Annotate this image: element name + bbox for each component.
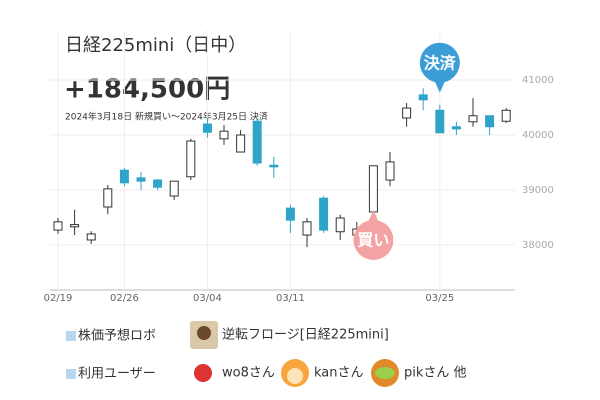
annotation-bubble [353, 219, 394, 260]
candle-body [153, 179, 163, 188]
x-tick-label: 02/19 [44, 293, 73, 304]
user-name[interactable]: kanさん [314, 366, 364, 381]
candle-body [319, 197, 329, 231]
candle-body [385, 161, 395, 181]
chart-title: 日経225mini（日中） [65, 35, 246, 56]
candle-body [285, 207, 295, 221]
y-tick-label: 41000 [522, 75, 554, 86]
candle-body [451, 126, 461, 130]
candle-body [485, 115, 495, 128]
user-avatar-face [287, 368, 303, 384]
users-label: 利用ユーザー [78, 367, 156, 382]
x-tick-label: 03/11 [276, 293, 305, 304]
x-tick-label: 03/04 [193, 293, 222, 304]
user-name[interactable]: pikさん 他 [404, 366, 467, 381]
candle-body [70, 224, 80, 228]
candle-body [269, 164, 279, 168]
candle-body [86, 233, 96, 241]
candle-body [435, 109, 445, 134]
x-tick-label: 02/26 [110, 293, 139, 304]
x-tick-label: 03/25 [425, 293, 454, 304]
candle-body [468, 115, 478, 123]
robot-avatar-face [197, 326, 211, 340]
candle-body [186, 140, 196, 178]
robot-label: 株価予想ロボ [78, 328, 156, 344]
y-tick-label: 38000 [522, 240, 554, 251]
user-avatar-face [375, 367, 395, 379]
candle-body [302, 221, 312, 236]
candle-body [219, 130, 229, 140]
candle-body [169, 180, 179, 197]
candle-body [335, 217, 345, 233]
annotation-text: 買い [357, 230, 389, 249]
annotation-text: 決済 [424, 53, 457, 72]
user-avatar [194, 364, 212, 382]
candle-body [136, 177, 146, 182]
bullet [66, 331, 76, 341]
robot-name[interactable]: 逆転フロージ[日経225mini] [222, 327, 389, 343]
y-tick-label: 40000 [522, 130, 554, 141]
bullet [66, 369, 76, 379]
candle-body [119, 169, 129, 184]
candle-body [53, 221, 63, 231]
headline: +184,500円 [64, 75, 230, 105]
candle-body [236, 134, 246, 153]
candle-body [418, 94, 428, 101]
user-name[interactable]: wo8さん [222, 366, 275, 381]
candle-body [252, 120, 262, 164]
y-tick-label: 39000 [522, 185, 554, 196]
annotation-bubble [419, 42, 460, 83]
candle-body [103, 188, 113, 208]
candle-body [402, 107, 412, 119]
candle-body [501, 109, 511, 122]
candle-body [368, 165, 378, 213]
subtitle: 2024年3月18日 新規買い～2024年3月25日 決済 [65, 111, 268, 123]
candle-body [202, 123, 212, 133]
